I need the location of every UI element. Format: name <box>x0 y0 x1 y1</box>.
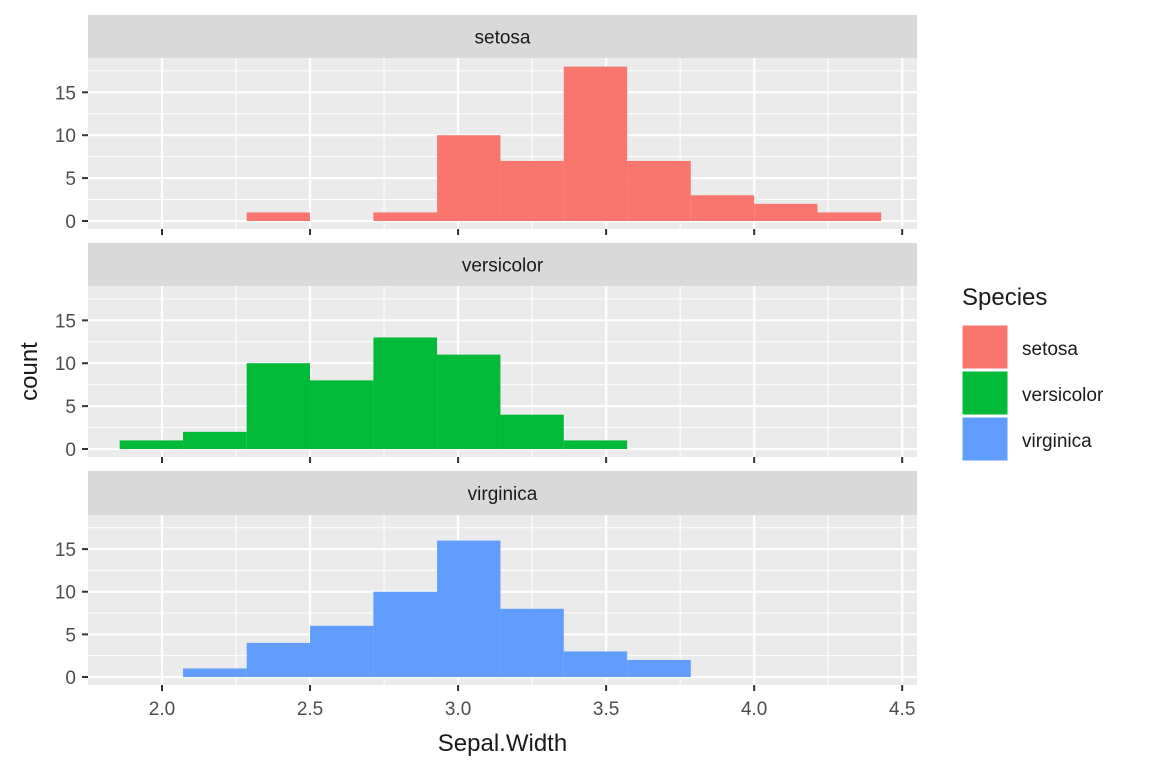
histogram-bar-setosa <box>437 135 501 221</box>
y-tick-label: 5 <box>65 397 76 418</box>
x-tick-label: 2.5 <box>297 699 323 720</box>
y-tick-label: 0 <box>65 668 76 689</box>
x-tick-label: 3.5 <box>593 699 619 720</box>
histogram-bar-setosa <box>817 212 882 221</box>
x-tick-label: 4.5 <box>889 699 915 720</box>
histogram-bar-versicolor <box>119 440 184 449</box>
legend-key-setosa <box>961 324 1009 370</box>
legend-label: virginica <box>1022 431 1092 452</box>
y-tick-label: 10 <box>55 354 76 375</box>
histogram-bar-setosa <box>627 160 691 221</box>
y-tick-label: 0 <box>65 212 76 233</box>
legend-label: versicolor <box>1022 385 1104 406</box>
y-tick-label: 10 <box>55 583 76 604</box>
x-tick-label: 2.0 <box>149 699 175 720</box>
x-tick-label: 4.0 <box>741 699 767 720</box>
histogram-bar-virginica <box>500 608 564 677</box>
histogram-bar-virginica <box>437 540 501 677</box>
facet-strip-versicolor <box>88 243 917 286</box>
y-tick-label: 15 <box>55 83 76 104</box>
histogram-bar-setosa <box>246 212 311 221</box>
y-tick-label: 5 <box>65 625 76 646</box>
histogram-bar-setosa <box>500 160 564 221</box>
histogram-bar-virginica <box>563 651 628 677</box>
x-axis-title: Sepal.Width <box>438 730 567 757</box>
legend-key-virginica <box>961 416 1009 462</box>
facet-strip-label: virginica <box>468 484 538 505</box>
histogram-bar-virginica <box>246 642 311 677</box>
histogram-bar-virginica <box>627 659 691 677</box>
histogram-bar-versicolor <box>500 414 564 449</box>
histogram-bar-versicolor <box>437 354 501 449</box>
y-tick-label: 10 <box>55 126 76 147</box>
legend-key-versicolor <box>961 370 1009 416</box>
histogram-bar-versicolor <box>563 440 628 449</box>
histogram-bar-setosa <box>373 212 438 221</box>
histogram-bar-setosa <box>563 66 628 221</box>
facet-strip-setosa <box>88 15 917 58</box>
histogram-bar-setosa <box>690 195 755 221</box>
facet-strip-label: setosa <box>475 28 531 49</box>
y-axis-title: count <box>16 342 43 401</box>
y-tick-label: 0 <box>65 440 76 461</box>
x-tick-label: 3.0 <box>445 699 471 720</box>
histogram-bar-setosa <box>754 203 818 221</box>
y-tick-label: 15 <box>55 540 76 561</box>
y-tick-label: 5 <box>65 169 76 190</box>
histogram-bar-virginica <box>373 591 438 677</box>
histogram-bar-versicolor <box>310 380 374 449</box>
histogram-bar-virginica <box>183 668 247 677</box>
histogram-bar-versicolor <box>183 431 247 449</box>
y-tick-label: 15 <box>55 311 76 332</box>
facet-strip-label: versicolor <box>462 256 544 277</box>
facet-strip-virginica <box>88 471 917 515</box>
legend-title: Species <box>962 284 1047 311</box>
histogram-bar-virginica <box>310 625 374 677</box>
legend-label: setosa <box>1022 339 1078 360</box>
histogram-bar-versicolor <box>373 337 438 449</box>
histogram-bar-versicolor <box>246 363 311 449</box>
